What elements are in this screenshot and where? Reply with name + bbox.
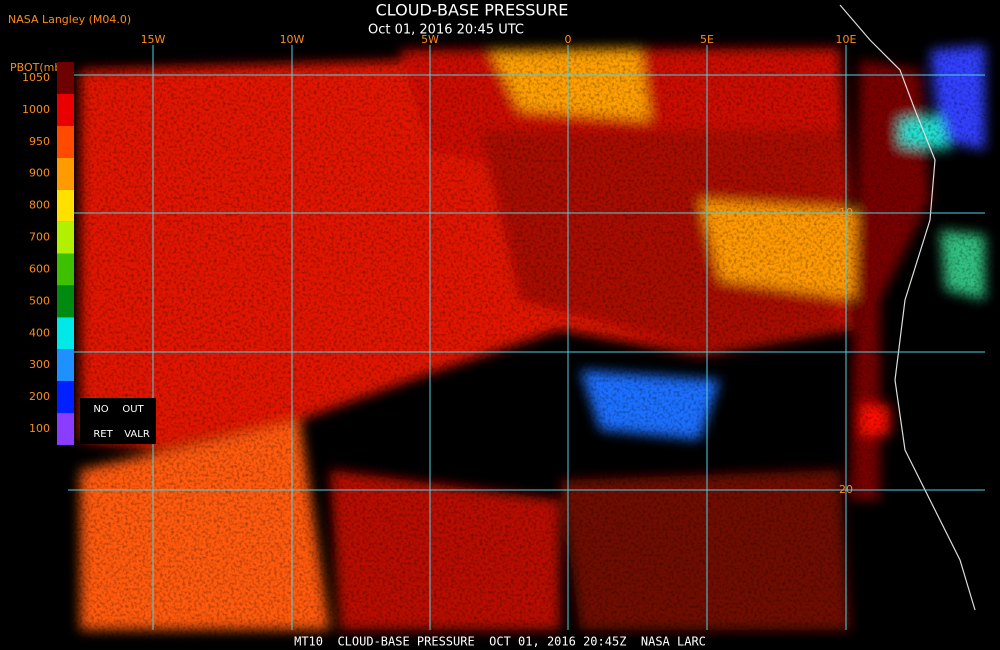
- legend-flag-box: [80, 398, 156, 444]
- longitude-label: 5E: [700, 33, 714, 46]
- longitude-label: 10E: [836, 33, 857, 46]
- legend-swatch: [57, 125, 74, 158]
- legend-swatch: [57, 189, 74, 222]
- longitude-labels: 15W 10W 5W 0 5E 10E: [141, 33, 857, 46]
- longitude-label: 5W: [421, 33, 439, 46]
- legend-label: 200: [29, 390, 50, 403]
- legend: PBOT(mb)1050 1000 950 900 800 700 600 500 400 300…: [10, 61, 156, 445]
- legend-swatch: [57, 285, 74, 318]
- source-label: NASA Langley (M04.0): [8, 13, 131, 26]
- legend-label: 900: [29, 167, 50, 180]
- cloud-field: [68, 4, 985, 630]
- legend-label: 1050: [22, 71, 50, 84]
- latitude-label: 20: [839, 483, 853, 496]
- legend-label: 100: [29, 422, 50, 435]
- legend-swatch: [57, 62, 74, 94]
- legend-swatch: [57, 317, 74, 350]
- grid: [68, 45, 985, 630]
- latitude-label: 10: [839, 206, 853, 219]
- legend-label: 700: [29, 231, 50, 244]
- legend-flag: OUT: [122, 404, 144, 415]
- legend-flag: RET: [93, 429, 113, 440]
- legend-label: 600: [29, 262, 50, 275]
- footer: MT10 CLOUD-BASE PRESSURE OCT 01, 2016 20…: [294, 635, 706, 649]
- longitude-label: 15W: [141, 33, 166, 46]
- legend-swatch: [57, 221, 74, 254]
- legend-label: 950: [29, 135, 50, 148]
- longitude-label: 10W: [280, 33, 305, 46]
- legend-label: 500: [29, 294, 50, 307]
- longitude-label: 0: [565, 33, 572, 46]
- legend-label: 300: [29, 358, 50, 371]
- legend-title: PBOT(mb): [10, 61, 66, 74]
- legend-label: 1000: [22, 103, 50, 116]
- legend-flag: VALR: [124, 429, 150, 440]
- legend-swatch: [57, 93, 74, 126]
- legend-swatch: [57, 413, 74, 445]
- title: CLOUD-BASE PRESSURE: [376, 1, 569, 20]
- latitude-labels: 10 20: [839, 206, 853, 496]
- legend-swatch: [57, 381, 74, 414]
- legend-label: 400: [29, 326, 50, 339]
- legend-flag: NO: [93, 404, 108, 415]
- legend-swatch: [57, 253, 74, 286]
- subtitle: Oct 01, 2016 20:45 UTC: [368, 23, 524, 38]
- legend-label: 800: [29, 199, 50, 212]
- legend-swatch: [57, 157, 74, 190]
- legend-swatch: [57, 349, 74, 382]
